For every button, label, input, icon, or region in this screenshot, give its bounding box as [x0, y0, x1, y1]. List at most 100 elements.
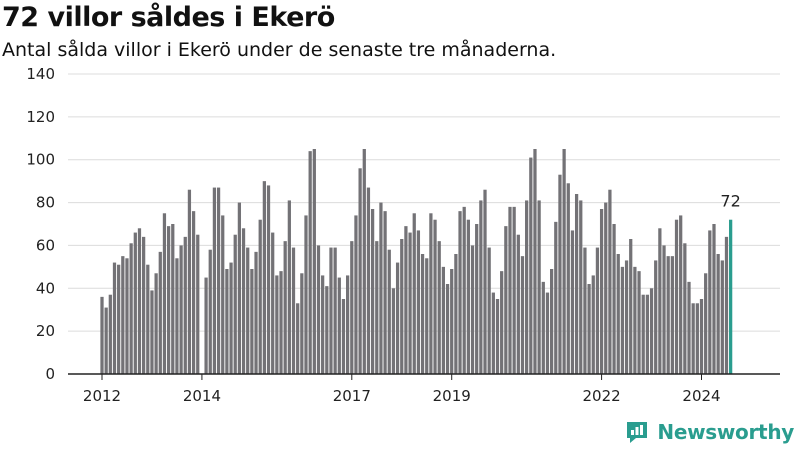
- bar: [158, 251, 162, 374]
- bar: [550, 269, 554, 374]
- bar: [362, 149, 366, 374]
- bar: [254, 251, 258, 374]
- bar: [150, 290, 154, 374]
- bar: [400, 239, 404, 374]
- bar-highlight: [729, 219, 733, 374]
- bar: [304, 215, 308, 374]
- y-tick-label: 60: [36, 236, 55, 254]
- bar: [329, 247, 333, 374]
- bar: [604, 202, 608, 374]
- bar: [104, 307, 108, 374]
- bar: [420, 254, 425, 374]
- bar: [724, 236, 729, 374]
- y-tick-label: 140: [26, 65, 55, 83]
- bar: [487, 247, 491, 374]
- bar: [129, 243, 133, 374]
- bar: [191, 211, 196, 374]
- bar: [470, 245, 475, 374]
- bar: [312, 149, 316, 374]
- bar: [137, 228, 142, 374]
- bar: [100, 296, 104, 374]
- bar: [204, 277, 208, 374]
- bar: [196, 234, 200, 374]
- bar: [142, 236, 146, 374]
- x-axis: 2012 2014 2017 2019 2022 2024: [68, 373, 780, 405]
- bar: [433, 219, 437, 374]
- bar: [391, 288, 396, 374]
- bar: [221, 215, 225, 374]
- bar: [699, 299, 704, 374]
- bar: [683, 243, 687, 374]
- bar: [491, 292, 495, 374]
- bar: [691, 303, 695, 374]
- bar: [108, 294, 112, 374]
- bar: [358, 168, 362, 374]
- bar: [466, 219, 470, 374]
- bar: [516, 234, 520, 374]
- bar: [233, 234, 237, 374]
- bar: [112, 262, 117, 374]
- bar: [296, 303, 300, 374]
- bar: [716, 254, 720, 374]
- bar: [437, 241, 441, 374]
- bar: [579, 200, 583, 374]
- bar: [412, 213, 416, 374]
- y-tick-label: 40: [36, 279, 55, 297]
- x-tick-label: 2014: [183, 387, 221, 405]
- bar: [279, 271, 283, 374]
- bar: [545, 292, 550, 374]
- bar: [258, 219, 262, 374]
- bar: [566, 183, 570, 374]
- bar: [720, 260, 724, 374]
- bar: [262, 181, 266, 374]
- bar: [187, 189, 192, 374]
- bar: [520, 256, 525, 374]
- y-tick-label: 80: [36, 194, 55, 212]
- bar: [266, 185, 271, 374]
- chart-subtitle: Antal sålda villor i Ekerö under de sena…: [2, 39, 557, 61]
- bar: [408, 232, 412, 374]
- bar: [133, 232, 137, 374]
- bar: [595, 247, 600, 374]
- bar: [175, 258, 179, 374]
- bar: [612, 224, 616, 374]
- bar: [462, 206, 466, 374]
- bar: [583, 247, 587, 374]
- bar: [146, 264, 150, 374]
- bar-chart-badge-icon: [627, 422, 648, 443]
- bar: [366, 187, 371, 374]
- bars: [100, 149, 733, 374]
- bar: [525, 200, 529, 374]
- bar: [708, 230, 712, 374]
- bar: [483, 189, 487, 374]
- bar: [125, 258, 129, 374]
- bar: [504, 226, 508, 374]
- bar: [208, 249, 212, 374]
- bar: [662, 245, 666, 374]
- bar: [216, 187, 221, 374]
- bar: [283, 241, 287, 374]
- bar: [237, 202, 242, 374]
- bar: [645, 294, 649, 374]
- bar: [383, 211, 387, 374]
- bar: [679, 215, 683, 374]
- bar: [121, 256, 125, 374]
- bar: [333, 247, 337, 374]
- newsworthy-logo[interactable]: Newsworthy: [624, 419, 794, 445]
- bar: [608, 189, 612, 374]
- bar: [325, 286, 329, 374]
- bar: [445, 284, 450, 374]
- x-tick-label: 2024: [682, 387, 720, 405]
- x-tick-label: 2019: [433, 387, 471, 405]
- bar: [616, 254, 620, 374]
- bar: [250, 269, 254, 374]
- bar: [321, 275, 325, 374]
- y-tick-label: 20: [36, 322, 55, 340]
- bar: [599, 209, 604, 374]
- bar: [637, 271, 641, 374]
- bar: [291, 247, 296, 374]
- bar: [649, 288, 654, 374]
- bar: [212, 187, 217, 374]
- x-tick-label: 2022: [582, 387, 620, 405]
- bar: [475, 224, 479, 374]
